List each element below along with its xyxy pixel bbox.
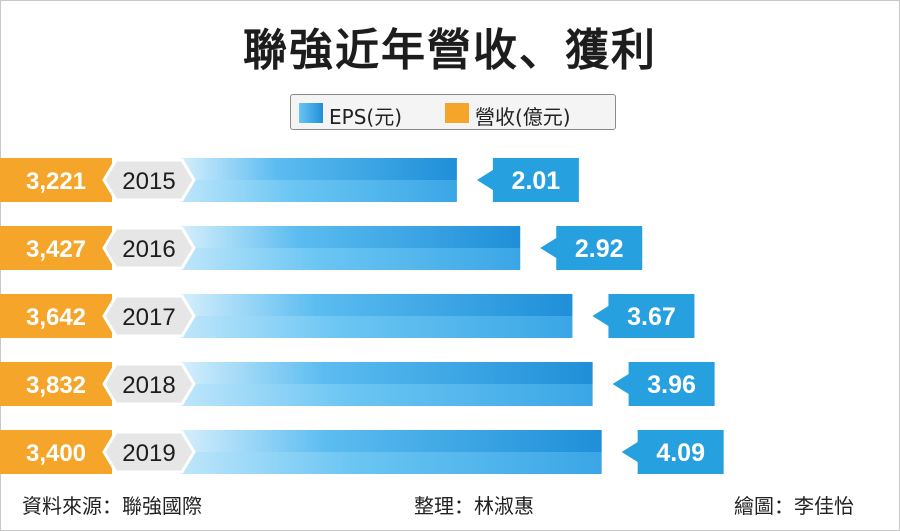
eps-bar-top-2015 bbox=[180, 158, 457, 180]
chart-legend: EPS(元) 營收(億元) bbox=[290, 94, 616, 130]
revenue-tag-2015 bbox=[0, 158, 112, 202]
eps-callout-2015 bbox=[476, 158, 579, 202]
legend-label-eps: EPS(元) bbox=[329, 105, 402, 129]
year-tag-2019 bbox=[102, 430, 196, 474]
eps-callout-2016 bbox=[540, 226, 643, 270]
legend-swatch-revenue bbox=[445, 103, 469, 123]
year-tag-2016 bbox=[102, 226, 196, 270]
eps-bar-top-2016 bbox=[180, 226, 521, 248]
year-label-2018: 2018 bbox=[122, 372, 175, 399]
eps-bar-top-2018 bbox=[180, 362, 593, 384]
legend-label-revenue: 營收(億元) bbox=[475, 105, 571, 129]
eps-bar-2015 bbox=[180, 180, 457, 202]
eps-callout-2017 bbox=[592, 294, 695, 338]
revenue-label-2018: 3,832 bbox=[26, 372, 86, 399]
eps-label-2015: 2.01 bbox=[512, 167, 561, 195]
eps-bar-2016 bbox=[180, 248, 521, 270]
eps-bar-top-2019 bbox=[180, 430, 602, 452]
revenue-tag-2016 bbox=[0, 226, 112, 270]
footer-editor: 整理：林淑惠 bbox=[414, 494, 534, 518]
eps-label-2018: 3.96 bbox=[647, 371, 696, 399]
eps-bar-top-2017 bbox=[180, 294, 573, 316]
revenue-label-2019: 3,400 bbox=[26, 440, 86, 467]
eps-bar-2019 bbox=[180, 452, 602, 474]
eps-label-2017: 3.67 bbox=[627, 303, 676, 331]
eps-bar-2018 bbox=[180, 384, 593, 406]
year-label-2016: 2016 bbox=[122, 236, 175, 263]
year-tag-2017 bbox=[102, 294, 196, 338]
legend-swatch-eps bbox=[299, 103, 323, 123]
revenue-label-2015: 3,221 bbox=[26, 168, 86, 195]
revenue-label-2017: 3,642 bbox=[26, 304, 86, 331]
eps-callout-2018 bbox=[612, 362, 715, 406]
revenue-tag-2017 bbox=[0, 294, 112, 338]
year-label-2017: 2017 bbox=[122, 304, 175, 331]
eps-bar-2017 bbox=[180, 316, 573, 338]
revenue-label-2016: 3,427 bbox=[26, 236, 86, 263]
eps-label-2016: 2.92 bbox=[575, 235, 624, 263]
revenue-tag-2019 bbox=[0, 430, 112, 474]
eps-callout-2019 bbox=[621, 430, 724, 474]
revenue-tag-2018 bbox=[0, 362, 112, 406]
year-label-2019: 2019 bbox=[122, 440, 175, 467]
year-label-2015: 2015 bbox=[122, 168, 175, 195]
year-tag-2015 bbox=[102, 158, 196, 202]
eps-label-2019: 4.09 bbox=[656, 439, 705, 467]
footer-designer: 繪圖：李佳怡 bbox=[734, 494, 854, 518]
year-tag-2018 bbox=[102, 362, 196, 406]
footer-source: 資料來源：聯強國際 bbox=[22, 494, 202, 518]
chart-title: 聯強近年營收、獲利 bbox=[243, 25, 657, 76]
